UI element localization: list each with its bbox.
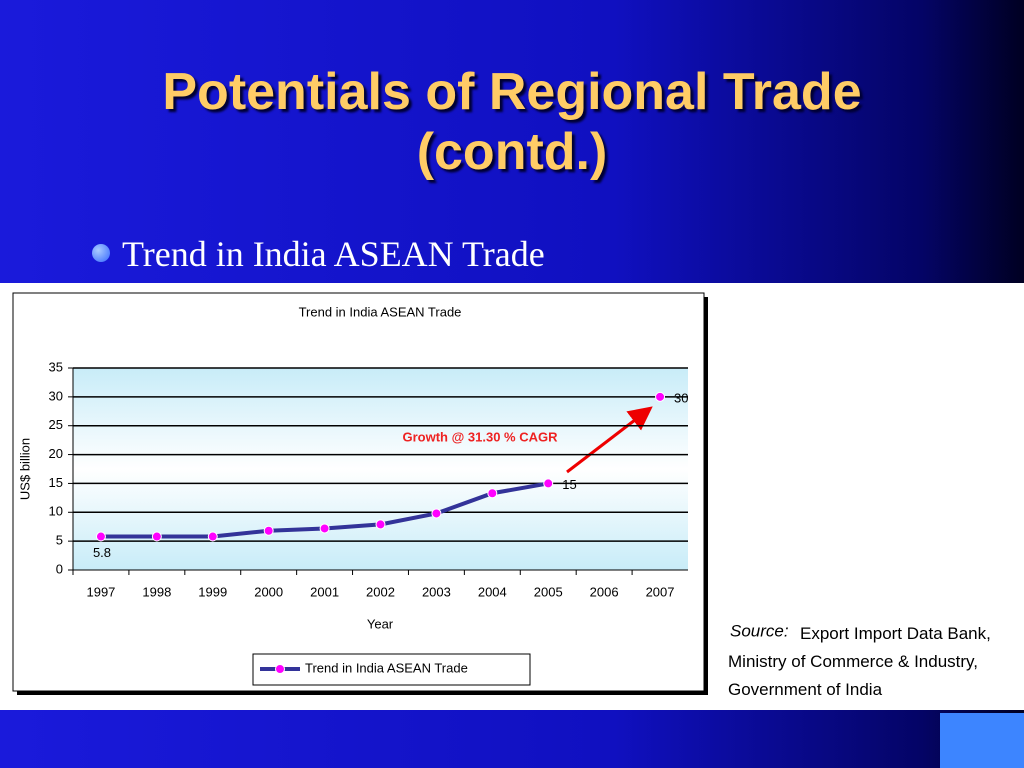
plot-area [73,368,688,570]
data-label: 30 [674,390,688,405]
data-label: 15 [562,477,576,492]
source-text: Export Import Data Bank, Ministry of Com… [728,624,991,699]
legend-marker [275,664,285,674]
legend-label: Trend in India ASEAN Trade [305,660,468,675]
x-tick-label: 2002 [366,584,395,599]
x-tick-label: 2000 [254,584,283,599]
y-tick-label: 20 [49,446,63,461]
x-tick-label: 1999 [198,584,227,599]
annotation: Growth @ 31.30 % CAGR [403,429,559,444]
x-tick-label: 1997 [86,584,115,599]
x-tick-label: 2007 [646,584,675,599]
bullet-text: Trend in India ASEAN Trade [122,234,545,274]
slide-title: Potentials of Regional Trade (contd.) [162,63,862,181]
y-tick-label: 30 [49,388,63,403]
x-tick-label: 2004 [478,584,507,599]
y-tick-label: 5 [56,533,63,548]
y-tick-label: 35 [49,359,63,374]
legend-box [252,653,531,686]
point-marker [151,531,162,542]
data-label: 5.8 [93,545,111,560]
x-tick-label: 2003 [422,584,451,599]
point-marker [207,531,218,542]
point-marker [543,478,554,489]
corner-block [940,713,1024,768]
source-label: Source: [730,621,789,640]
x-tick-label: 2001 [310,584,339,599]
x-tick-label: 1998 [142,584,171,599]
x-tick-label: 2005 [534,584,563,599]
point-marker [487,488,498,499]
x-tick-label: 2006 [590,584,619,599]
point-marker [375,519,386,530]
bullet: Trend in India ASEAN Trade [92,233,545,275]
point-marker [263,525,274,536]
chart-title: Trend in India ASEAN Trade [299,304,462,319]
x-axis-label: Year [367,616,394,631]
point-marker [655,391,666,402]
y-tick-label: 25 [49,417,63,432]
y-tick-label: 15 [49,475,63,490]
point-marker [95,531,106,542]
y-tick-label: 0 [56,561,63,576]
y-tick-label: 10 [49,504,63,519]
y-axis-label: US$ billion [17,438,32,500]
point-marker [319,523,330,534]
growth-arrow [566,406,653,474]
point-marker [431,508,442,519]
